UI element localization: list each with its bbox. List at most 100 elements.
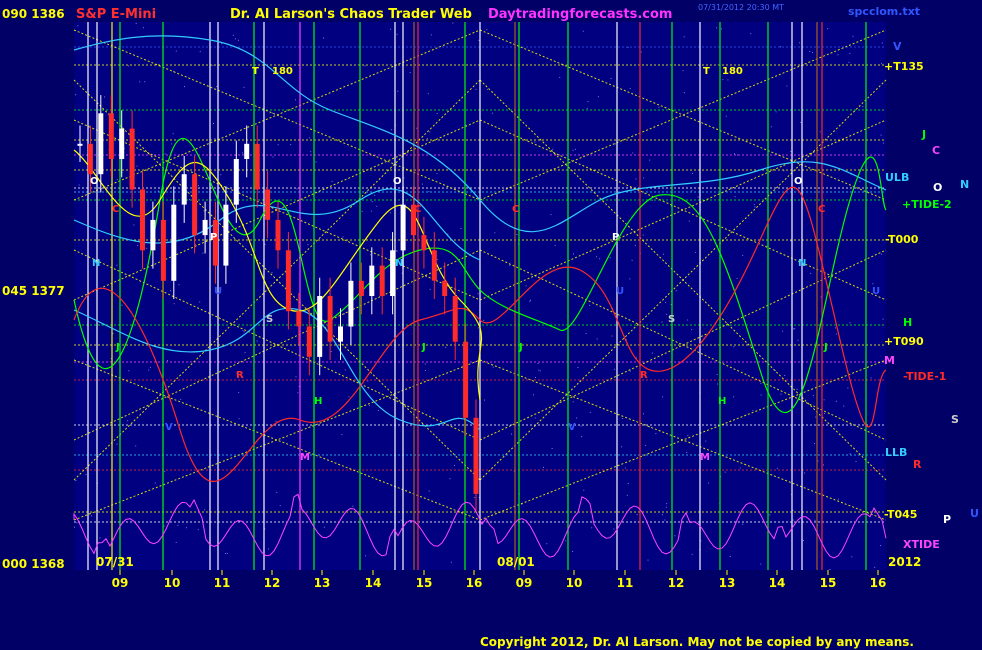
star bbox=[770, 126, 772, 128]
x-tick-label: 12 bbox=[668, 576, 685, 590]
star bbox=[421, 183, 423, 185]
star bbox=[661, 321, 663, 323]
star bbox=[180, 398, 182, 400]
star bbox=[390, 28, 392, 30]
x-tick-label: 15 bbox=[416, 576, 433, 590]
star bbox=[449, 478, 451, 480]
star bbox=[308, 137, 310, 139]
star bbox=[631, 259, 633, 261]
star bbox=[242, 330, 244, 332]
price-bar bbox=[338, 326, 343, 342]
price-bar bbox=[77, 143, 83, 146]
star bbox=[766, 245, 768, 247]
star bbox=[586, 107, 588, 109]
price-bar bbox=[390, 250, 396, 296]
star bbox=[635, 357, 637, 359]
price-bar bbox=[233, 159, 239, 205]
star bbox=[733, 346, 735, 348]
star bbox=[516, 234, 518, 235]
price-bar bbox=[400, 204, 406, 251]
star bbox=[331, 180, 333, 182]
diagonal-line bbox=[73, 359, 481, 521]
star bbox=[627, 46, 629, 48]
star bbox=[272, 112, 274, 114]
star bbox=[361, 210, 363, 212]
star bbox=[78, 184, 80, 186]
star bbox=[202, 252, 204, 254]
star bbox=[613, 528, 615, 530]
star bbox=[572, 149, 574, 151]
plot-marker: S bbox=[266, 314, 273, 325]
price-bar bbox=[431, 250, 437, 281]
right-label: +T135 bbox=[884, 60, 924, 73]
star bbox=[627, 483, 629, 484]
star bbox=[550, 214, 552, 216]
star bbox=[477, 327, 479, 329]
star bbox=[843, 405, 845, 407]
star bbox=[310, 151, 312, 153]
star bbox=[704, 123, 706, 125]
xtide-oscillator bbox=[73, 493, 887, 559]
star bbox=[691, 190, 693, 192]
price-bar bbox=[171, 204, 177, 281]
star bbox=[852, 35, 854, 37]
right-label: J bbox=[921, 128, 926, 141]
price-bar bbox=[296, 311, 302, 327]
star bbox=[872, 283, 874, 285]
star bbox=[734, 196, 736, 198]
star bbox=[629, 370, 631, 372]
star bbox=[827, 28, 829, 30]
star bbox=[810, 272, 812, 274]
star bbox=[148, 369, 150, 371]
star bbox=[133, 224, 135, 226]
star bbox=[484, 399, 485, 401]
star bbox=[624, 467, 626, 469]
star bbox=[577, 367, 579, 368]
star bbox=[483, 319, 485, 321]
x-tick-label: 15 bbox=[820, 576, 837, 590]
star bbox=[784, 375, 786, 376]
star bbox=[101, 324, 103, 326]
right-label: N bbox=[960, 178, 969, 191]
plot-marker: C bbox=[414, 204, 421, 215]
plot-marker: M bbox=[300, 452, 310, 463]
star bbox=[597, 96, 599, 98]
star bbox=[396, 33, 398, 35]
star bbox=[212, 64, 214, 66]
author-title: Dr. Al Larson's Chaos Trader Web bbox=[230, 7, 472, 22]
plot-marker: H bbox=[718, 396, 726, 407]
diagonal-line bbox=[479, 249, 887, 441]
plot-markers: T 180 T 180 O O O C C C C P P N N N U U U S S J J J J R R H H M M V V bbox=[90, 66, 880, 463]
star bbox=[812, 52, 814, 54]
star bbox=[775, 111, 777, 113]
star bbox=[138, 188, 140, 190]
right-label: P bbox=[943, 513, 951, 526]
xtide-curve bbox=[73, 493, 887, 559]
star bbox=[881, 42, 883, 44]
star bbox=[238, 391, 240, 393]
plot-marker: T bbox=[252, 66, 259, 77]
star bbox=[450, 561, 452, 563]
star bbox=[599, 258, 601, 260]
star bbox=[721, 28, 722, 30]
star bbox=[436, 173, 438, 175]
star bbox=[204, 509, 206, 511]
price-bar bbox=[411, 204, 416, 236]
star bbox=[216, 86, 218, 87]
star bbox=[727, 79, 729, 81]
star bbox=[587, 101, 589, 103]
date-label-2: 08/01 bbox=[497, 555, 535, 569]
price-bar bbox=[202, 219, 208, 236]
x-tick-label: 12 bbox=[264, 576, 281, 590]
star bbox=[782, 330, 784, 332]
star bbox=[460, 228, 462, 229]
star bbox=[509, 264, 511, 266]
diagonal-line bbox=[73, 359, 481, 521]
x-tick-label: 10 bbox=[164, 576, 181, 590]
star bbox=[424, 370, 426, 371]
site-link[interactable]: Daytradingforecasts.com bbox=[488, 7, 672, 22]
star bbox=[465, 124, 467, 126]
star bbox=[429, 288, 431, 290]
star bbox=[377, 512, 379, 514]
star bbox=[589, 411, 591, 413]
